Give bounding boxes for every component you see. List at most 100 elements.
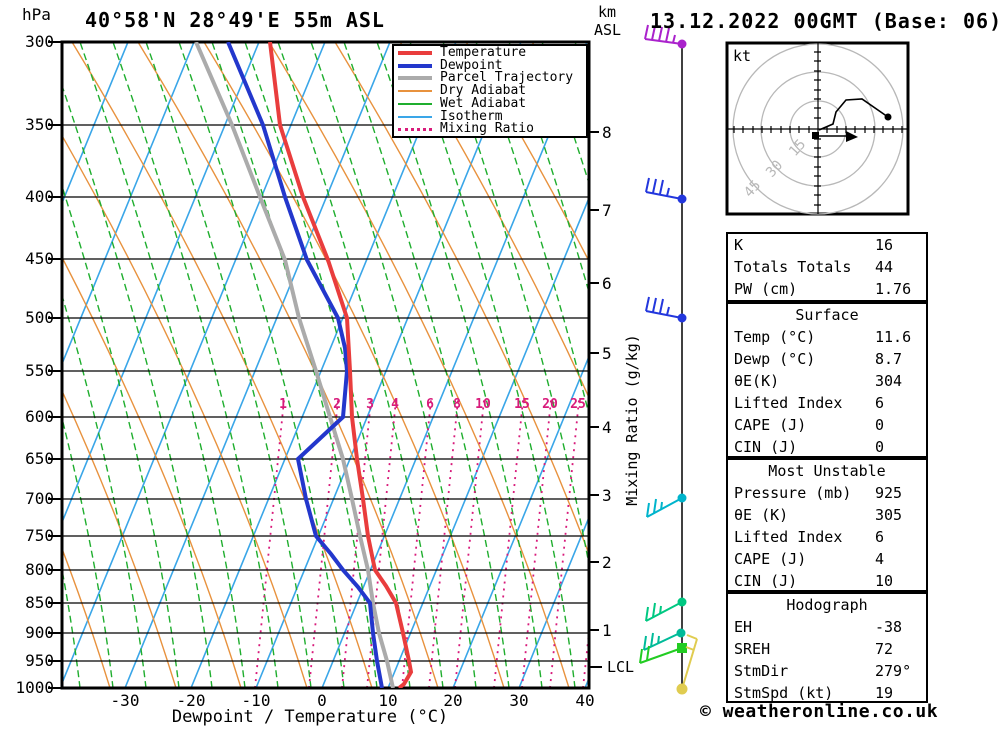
index-value: 6 bbox=[875, 394, 885, 412]
index-row: Temp (°C) 11.6 bbox=[734, 326, 920, 348]
index-label: CAPE (J) bbox=[734, 550, 807, 568]
panel-title: Most Unstable bbox=[768, 462, 886, 480]
temperature-line-sample bbox=[398, 50, 432, 55]
wind-barb-700 bbox=[646, 493, 687, 518]
pressure-tick: 1000 bbox=[15, 678, 54, 697]
pressure-tick: 600 bbox=[25, 407, 54, 426]
index-label: CAPE (J) bbox=[734, 416, 807, 434]
legend-item-dewpoint: Dewpoint bbox=[398, 57, 586, 73]
plot-border bbox=[60, 40, 591, 690]
index-row: Lifted Index 6 bbox=[734, 392, 920, 414]
pressure-tick: 500 bbox=[25, 308, 54, 327]
index-row: StmDir 279° bbox=[734, 660, 920, 682]
km-tick: 2 bbox=[602, 553, 612, 572]
legend-item-parcel: Parcel Trajectory bbox=[398, 71, 586, 84]
mixing-tick: 15 bbox=[514, 397, 530, 412]
indices-panel: K 16 Totals Totals 44 PW (cm) 1.76 bbox=[726, 232, 928, 302]
mixing-tick: 10 bbox=[475, 397, 491, 412]
hodograph: 15 30 45 bbox=[725, 41, 910, 216]
index-label: Lifted Index bbox=[734, 394, 843, 412]
wind-barb-400 bbox=[645, 177, 687, 204]
legend-label: Mixing Ratio bbox=[440, 121, 534, 137]
index-row: StmSpd (kt) 19 bbox=[734, 682, 920, 704]
index-value: 0 bbox=[875, 416, 885, 434]
index-label: θE(K) bbox=[734, 372, 780, 390]
pressure-tick: 900 bbox=[25, 623, 54, 642]
legend-label: Temperature bbox=[440, 44, 527, 60]
isotherm-lines bbox=[62, 42, 589, 688]
index-label: Temp (°C) bbox=[734, 328, 816, 346]
index-row: SREH 72 bbox=[734, 638, 920, 660]
legend-item-temperature: Temperature bbox=[398, 44, 586, 60]
mixing-tick: 8 bbox=[453, 397, 461, 412]
index-label: StmSpd (kt) bbox=[734, 684, 834, 702]
index-row: θE(K) 304 bbox=[734, 370, 920, 392]
station-title: 40°58'N 28°49'E 55m ASL bbox=[85, 8, 385, 32]
temp-tick: 0 bbox=[317, 691, 327, 710]
index-row: K 16 bbox=[734, 234, 920, 256]
pressure-tick: 550 bbox=[25, 361, 54, 380]
mixing-tick: 2 bbox=[333, 397, 341, 412]
pressure-tick: 450 bbox=[25, 249, 54, 268]
wet-adiabat-lines bbox=[62, 42, 589, 688]
index-value: 44 bbox=[875, 258, 894, 276]
index-value: 10 bbox=[875, 572, 894, 590]
temp-tick: -20 bbox=[176, 691, 206, 710]
storm-vector-arrowhead bbox=[846, 131, 858, 142]
legend-item-mixing-ratio: Mixing Ratio bbox=[398, 121, 586, 137]
run-date-title: 13.12.2022 00GMT (Base: 06) bbox=[650, 9, 1000, 33]
index-label: Pressure (mb) bbox=[734, 484, 852, 502]
index-value: 19 bbox=[875, 684, 894, 702]
wind-barb-surface bbox=[676, 634, 698, 695]
dry-adiabat-line-sample bbox=[398, 90, 432, 92]
km-tick: 3 bbox=[602, 486, 612, 505]
index-row: CIN (J) 10 bbox=[734, 570, 920, 592]
index-value: 11.6 bbox=[875, 328, 912, 346]
pressure-unit-label: hPa bbox=[22, 5, 51, 24]
index-row: Pressure (mb) 925 bbox=[734, 482, 920, 504]
mixing-ratio-line-sample bbox=[398, 127, 432, 131]
index-value: 304 bbox=[875, 372, 903, 390]
mixing-tick: 6 bbox=[426, 397, 434, 412]
pressure-tick: 650 bbox=[25, 449, 54, 468]
parcel-trajectory-curve bbox=[194, 42, 395, 688]
index-row: Lifted Index 6 bbox=[734, 526, 920, 548]
wind-barb-900 bbox=[643, 628, 686, 651]
index-label: θE (K) bbox=[734, 506, 789, 524]
index-value: 279° bbox=[875, 662, 912, 680]
km-tick: 7 bbox=[602, 201, 612, 220]
hodograph-panel: Hodograph EH -38 SREH 72 StmDir 279° StmSpd… bbox=[726, 592, 928, 703]
surface-panel: Surface Temp (°C) 11.6 Dewp (°C) 8.7 θE(K)… bbox=[726, 302, 928, 458]
panel-title: Hodograph bbox=[786, 596, 868, 614]
legend: Temperature Dewpoint Parcel Trajectory D… bbox=[392, 44, 588, 138]
index-row: CIN (J) 0 bbox=[734, 436, 920, 458]
legend-label: Dry Adiabat bbox=[440, 83, 527, 98]
copyright-label: © weatheronline.co.uk bbox=[700, 701, 939, 722]
wind-barb-500 bbox=[645, 296, 687, 323]
km-axis-ticks bbox=[589, 131, 602, 668]
mixing-tick: 20 bbox=[542, 397, 558, 412]
mixing-tick: 3 bbox=[366, 397, 374, 412]
mixing-tick: 1 bbox=[279, 397, 287, 412]
pressure-tick: 950 bbox=[25, 651, 54, 670]
wind-barb-staff bbox=[639, 24, 698, 695]
index-label: Lifted Index bbox=[734, 528, 843, 546]
legend-item-dry-adiabat: Dry Adiabat bbox=[398, 83, 586, 98]
mixing-tick: 4 bbox=[391, 397, 399, 412]
hodograph-end-marker bbox=[884, 113, 892, 121]
legend-label: Dewpoint bbox=[440, 57, 503, 73]
index-label: PW (cm) bbox=[734, 280, 798, 298]
temp-tick: 20 bbox=[443, 691, 463, 710]
wind-barb-925 bbox=[639, 643, 687, 664]
mixing-ratio-lines bbox=[254, 399, 589, 688]
index-label: K bbox=[734, 236, 744, 254]
legend-item-wet-adiabat: Wet Adiabat bbox=[398, 97, 586, 110]
index-row: EH -38 bbox=[734, 616, 920, 638]
asl-axis-unit: ASL bbox=[594, 21, 622, 39]
index-value: -38 bbox=[875, 618, 903, 636]
index-label: Totals Totals bbox=[734, 258, 852, 276]
pressure-tick: 750 bbox=[25, 526, 54, 545]
index-value: 6 bbox=[875, 528, 885, 546]
km-tick: 6 bbox=[602, 274, 612, 293]
index-label: StmDir bbox=[734, 662, 789, 680]
